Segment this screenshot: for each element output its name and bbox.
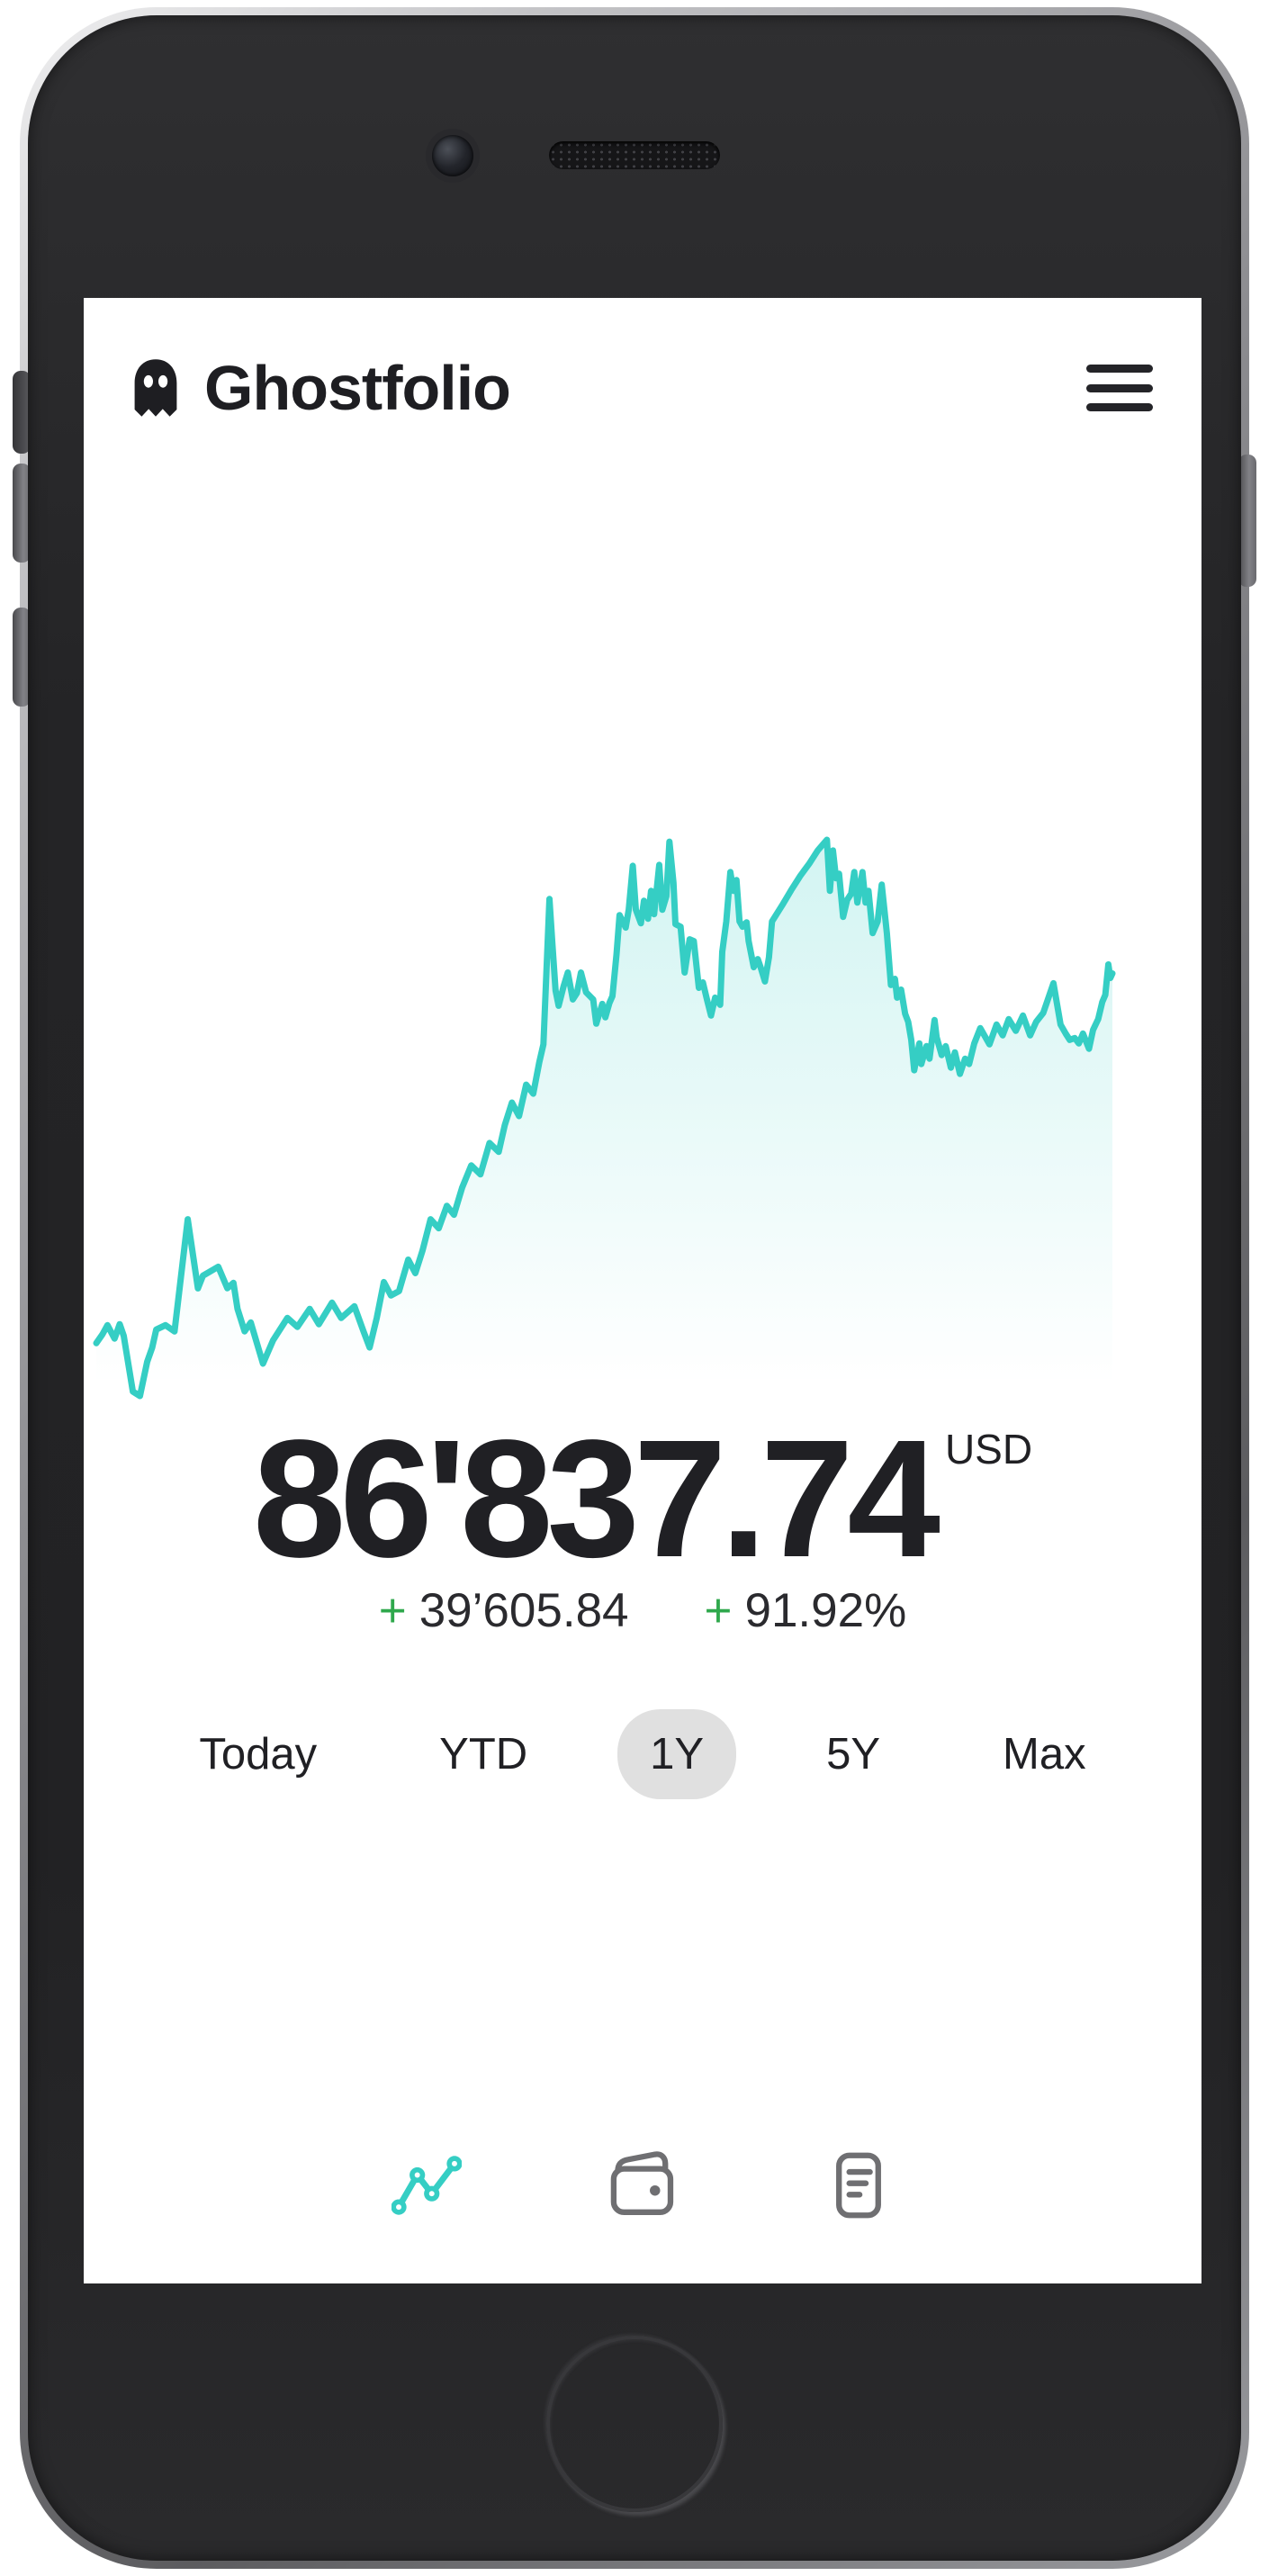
chart-area-fill [96,840,1112,1412]
hamburger-menu-icon[interactable] [1086,365,1153,411]
tab-1y[interactable]: 1Y [617,1709,737,1799]
tab-today[interactable]: Today [199,1730,318,1779]
app-header: Ghostfolio [84,334,1202,442]
bottom-navigation [84,2150,1202,2220]
change-percent-value: 91.92% [744,1584,907,1637]
performance-chart-canvas [93,836,1116,1412]
portfolio-value-block: 86'837.74 USD [84,1416,1202,1583]
plus-icon: + [378,1584,407,1637]
volume-up-button [13,464,31,563]
volume-down-button [13,608,31,707]
document-list-icon [824,2150,894,2220]
wallet-icon [608,2150,678,2220]
nav-performance[interactable] [392,2150,462,2220]
currency-label: USD [944,1426,1033,1473]
plus-icon: + [704,1584,733,1637]
chart-line [93,836,1116,1400]
app-title: Ghostfolio [204,353,511,423]
performance-chart[interactable] [93,827,1116,1412]
ghost-icon [129,355,183,421]
power-button [1238,455,1256,587]
app-screen: Ghostfolio [84,298,1202,2283]
phone-mockup: Ghostfolio [13,7,1256,2569]
change-percent: + 91.92% [705,1583,907,1638]
mute-switch [13,371,31,454]
tab-max[interactable]: Max [1003,1730,1086,1779]
phone-bezel: Ghostfolio [28,15,1241,2561]
earpiece-speaker [549,141,720,169]
portfolio-total-value: 86'837.74 [252,1406,940,1592]
nav-transactions[interactable] [824,2150,894,2220]
date-range-tabs: Today YTD 1Y 5Y Max [84,1709,1202,1799]
performance-change-row: + 39’605.84 + 91.92% [84,1583,1202,1638]
change-absolute: + 39’605.84 [379,1583,629,1638]
line-chart-icon [392,2150,462,2220]
nav-holdings[interactable] [608,2150,678,2220]
tab-ytd[interactable]: YTD [439,1730,528,1779]
tab-5y[interactable]: 5Y [826,1730,881,1779]
front-camera [432,135,473,176]
home-button [546,2336,723,2512]
change-absolute-value: 39’605.84 [418,1584,629,1637]
app-logo[interactable]: Ghostfolio [129,352,511,424]
